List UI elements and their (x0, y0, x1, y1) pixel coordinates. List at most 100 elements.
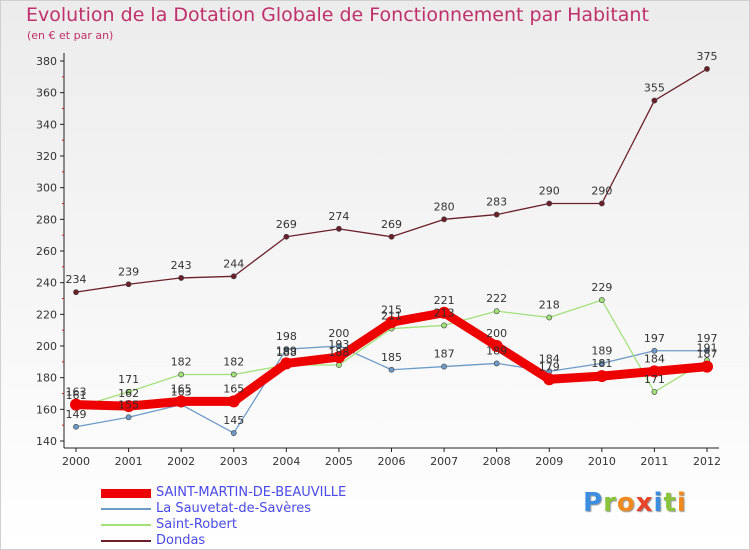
data-point (283, 346, 290, 353)
data-label: 188 (276, 346, 297, 359)
data-point (388, 366, 395, 373)
data-label: 184 (539, 352, 560, 365)
x-tick-label: 2011 (640, 455, 668, 468)
y-tick-label: 140 (36, 435, 57, 448)
brand-letter: P (583, 488, 604, 518)
y-tick-label: 320 (36, 150, 57, 163)
data-label: 163 (66, 386, 87, 399)
data-label: 171 (118, 373, 139, 386)
data-point (441, 322, 447, 329)
data-label: 189 (591, 344, 612, 357)
data-label: 188 (328, 346, 349, 359)
data-label: 182 (171, 356, 192, 369)
data-point (648, 365, 661, 378)
data-point (595, 370, 608, 383)
data-point (598, 200, 605, 207)
data-label: 234 (66, 273, 87, 286)
data-label: 145 (223, 414, 244, 427)
y-tick-label: 360 (36, 87, 57, 100)
data-label: 193 (328, 338, 349, 351)
y-tick-label: 160 (36, 403, 57, 416)
data-point (651, 347, 658, 354)
data-label: 222 (486, 292, 507, 305)
y-tick-label: 340 (36, 118, 57, 131)
data-point (438, 306, 451, 319)
data-label: 283 (486, 196, 507, 209)
data-label: 221 (434, 294, 455, 307)
data-point (336, 362, 342, 368)
data-point (701, 360, 713, 373)
data-label: 184 (644, 352, 665, 365)
data-point (230, 430, 237, 436)
y-tick-label: 380 (36, 55, 57, 68)
legend-swatch-saint-robert (101, 524, 151, 526)
y-tick-label: 200 (36, 340, 57, 353)
data-label: 243 (171, 259, 192, 272)
legend-label-saint-martin: SAINT-MARTIN-DE-BEAUVILLE (156, 485, 347, 500)
data-point (125, 414, 132, 421)
data-label: 197 (644, 332, 665, 345)
data-label: 229 (591, 281, 612, 294)
data-point (122, 400, 135, 413)
data-point (178, 371, 185, 378)
x-tick-label: 2006 (378, 455, 406, 468)
data-point (543, 373, 556, 386)
data-point (283, 233, 290, 240)
data-point (70, 398, 82, 411)
data-point (490, 340, 503, 352)
data-point (385, 316, 398, 329)
data-point (704, 347, 710, 354)
x-tick-label: 2009 (535, 455, 563, 468)
y-tick-label: 180 (36, 372, 57, 385)
data-label: 197 (697, 332, 718, 345)
data-point (125, 281, 132, 288)
y-tick-label: 280 (36, 213, 57, 226)
data-label: 375 (697, 50, 718, 63)
chart-subtitle: (en € et par an) (27, 29, 114, 42)
data-label: 211 (381, 310, 402, 323)
legend-label-dondas: Dondas (156, 533, 206, 548)
data-point (332, 351, 345, 364)
legend-label-saint-robert: Saint-Robert (156, 517, 237, 532)
brand-logo: Proxiti (583, 488, 687, 518)
data-label: 162 (118, 387, 139, 400)
data-point (546, 314, 553, 321)
x-tick-label: 2004 (272, 455, 300, 468)
data-point (388, 233, 395, 240)
data-point (125, 389, 132, 395)
data-point (598, 360, 605, 367)
data-point (175, 395, 188, 408)
data-point (230, 371, 237, 378)
data-label: 269 (276, 218, 297, 231)
y-tick-label: 240 (36, 277, 57, 290)
data-label: 274 (328, 210, 349, 223)
data-label: 185 (381, 351, 402, 364)
data-label: 161 (66, 389, 87, 402)
brand-letter: i (676, 488, 687, 518)
y-tick-label: 260 (36, 245, 57, 258)
data-label: 200 (486, 327, 507, 340)
data-label: 239 (118, 265, 139, 278)
y-tick-label: 300 (36, 182, 57, 195)
data-label: 280 (434, 200, 455, 213)
data-label: 149 (66, 408, 87, 421)
x-tick-label: 2003 (220, 455, 248, 468)
legend-swatch-dondas (101, 540, 151, 542)
legend-swatch-la-sauvetat (101, 508, 151, 510)
data-label: 179 (539, 360, 560, 373)
data-label: 244 (223, 257, 244, 270)
data-point (336, 225, 342, 232)
data-label: 187 (434, 348, 455, 361)
data-point (493, 360, 500, 367)
data-point (704, 66, 710, 72)
data-point (493, 308, 500, 315)
data-point (441, 363, 447, 370)
x-tick-label: 2008 (483, 455, 511, 468)
brand-letter: o (616, 488, 636, 518)
brand-letter: t (663, 488, 677, 518)
legend-label-la-sauvetat: La Sauvetat-de-Savères (156, 501, 312, 516)
x-tick-label: 2007 (430, 455, 458, 468)
legend-swatch-saint-martin (101, 489, 151, 498)
